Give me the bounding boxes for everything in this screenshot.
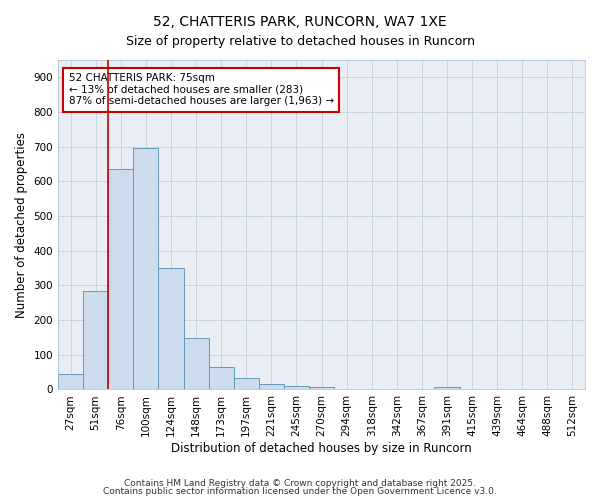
Text: 52 CHATTERIS PARK: 75sqm
← 13% of detached houses are smaller (283)
87% of semi-: 52 CHATTERIS PARK: 75sqm ← 13% of detach… <box>68 73 334 106</box>
Bar <box>259 384 284 390</box>
Bar <box>184 338 209 390</box>
Y-axis label: Number of detached properties: Number of detached properties <box>15 132 28 318</box>
Bar <box>158 268 184 390</box>
X-axis label: Distribution of detached houses by size in Runcorn: Distribution of detached houses by size … <box>171 442 472 455</box>
Bar <box>309 386 334 390</box>
Text: 52, CHATTERIS PARK, RUNCORN, WA7 1XE: 52, CHATTERIS PARK, RUNCORN, WA7 1XE <box>153 15 447 29</box>
Text: Contains public sector information licensed under the Open Government Licence v3: Contains public sector information licen… <box>103 487 497 496</box>
Bar <box>108 169 133 390</box>
Text: Contains HM Land Registry data © Crown copyright and database right 2025.: Contains HM Land Registry data © Crown c… <box>124 478 476 488</box>
Bar <box>434 386 460 390</box>
Text: Size of property relative to detached houses in Runcorn: Size of property relative to detached ho… <box>125 35 475 48</box>
Bar <box>133 148 158 390</box>
Bar <box>284 386 309 390</box>
Bar <box>83 292 108 390</box>
Bar <box>58 374 83 390</box>
Bar <box>233 378 259 390</box>
Bar <box>209 367 233 390</box>
